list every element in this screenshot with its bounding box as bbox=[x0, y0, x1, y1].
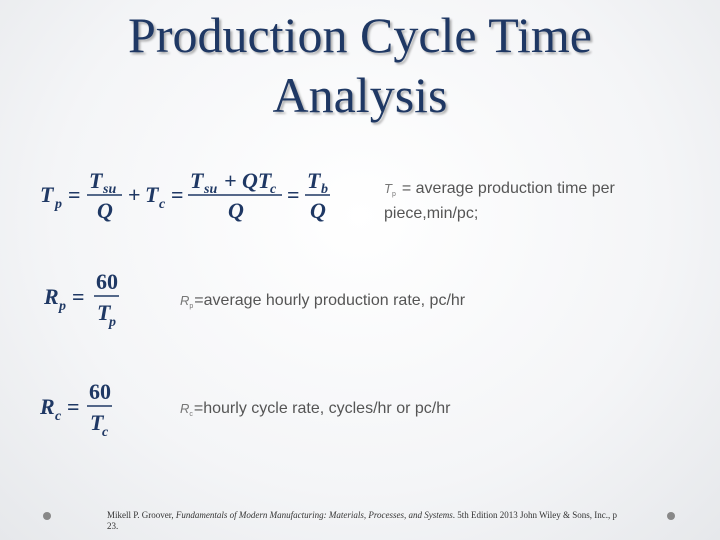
definition: Rc=hourly cycle rate, cycles/hr or pc/hr bbox=[180, 400, 451, 418]
cite-author: Mikell P. Groover, bbox=[107, 510, 176, 520]
def-symbol: R bbox=[180, 401, 189, 416]
bullet bbox=[43, 512, 51, 520]
eq-sub: c bbox=[55, 409, 62, 424]
eq-number: 60 bbox=[96, 269, 118, 294]
eq-op: = bbox=[68, 182, 81, 207]
eq-symbol: R bbox=[43, 284, 59, 309]
eq-symbol: T bbox=[40, 182, 55, 207]
eq-symbol: R bbox=[39, 394, 55, 419]
eq-op: = bbox=[287, 182, 300, 207]
def-sub: c bbox=[189, 411, 193, 418]
title-line: Production Cycle Time bbox=[128, 7, 592, 63]
def-symbol: T bbox=[384, 181, 393, 196]
eq-symbol: T bbox=[89, 168, 104, 193]
bullet bbox=[667, 512, 675, 520]
def-sub: p bbox=[392, 191, 396, 198]
def-sub: p bbox=[189, 303, 193, 310]
eq-sub: su bbox=[203, 182, 217, 197]
cite-book: Fundamentals of Modern Manufacturing: Ma… bbox=[175, 510, 453, 520]
eq-symbol: Q bbox=[310, 198, 326, 223]
eq-symbol: T bbox=[307, 168, 322, 193]
eq-op: = bbox=[171, 182, 184, 207]
eq-sub: c bbox=[159, 197, 166, 212]
eq-op: = bbox=[72, 284, 85, 309]
def-text: =average hourly production rate, pc/hr bbox=[194, 292, 466, 309]
eq-symbol: + QT bbox=[224, 168, 273, 193]
definition: Tp = average production time per bbox=[384, 180, 616, 198]
eq-symbol: Q bbox=[97, 198, 113, 223]
def-text: piece,min/pc; bbox=[384, 205, 478, 222]
eq-symbol: T bbox=[90, 410, 105, 435]
eq-sub: c bbox=[102, 425, 109, 440]
eq-symbol: Q bbox=[228, 198, 244, 223]
eq-sub: c bbox=[270, 182, 277, 197]
eq-symbol: T bbox=[145, 182, 160, 207]
eq-symbol: T bbox=[97, 300, 112, 325]
definition: Rp=average hourly production rate, pc/hr bbox=[180, 292, 466, 310]
eq-sub: p bbox=[58, 299, 66, 314]
eq-number: 60 bbox=[89, 379, 111, 404]
cite-rest: . 5th Edition 2013 John Wiley & Sons, In… bbox=[107, 510, 618, 531]
equation: T p = T su Q + T c = T su + QT c Q = T b… bbox=[40, 168, 330, 223]
eq-sub: b bbox=[321, 182, 328, 197]
eq-op: + bbox=[128, 182, 141, 207]
eq-sub: p bbox=[54, 197, 62, 212]
equation: R c = 60 T c bbox=[39, 379, 112, 440]
def-text: =hourly cycle rate, cycles/hr or pc/hr bbox=[194, 400, 451, 417]
eq-sub: su bbox=[102, 182, 116, 197]
title-line: Analysis bbox=[273, 67, 448, 123]
eq-symbol: T bbox=[190, 168, 205, 193]
eq-op: = bbox=[67, 394, 80, 419]
citation: Mikell P. Groover, Fundamentals of Moder… bbox=[107, 510, 627, 532]
eq-sub: p bbox=[108, 315, 116, 330]
def-symbol: R bbox=[180, 293, 189, 308]
equation: R p = 60 T p bbox=[43, 269, 119, 330]
def-text: = average production time per bbox=[402, 180, 616, 197]
